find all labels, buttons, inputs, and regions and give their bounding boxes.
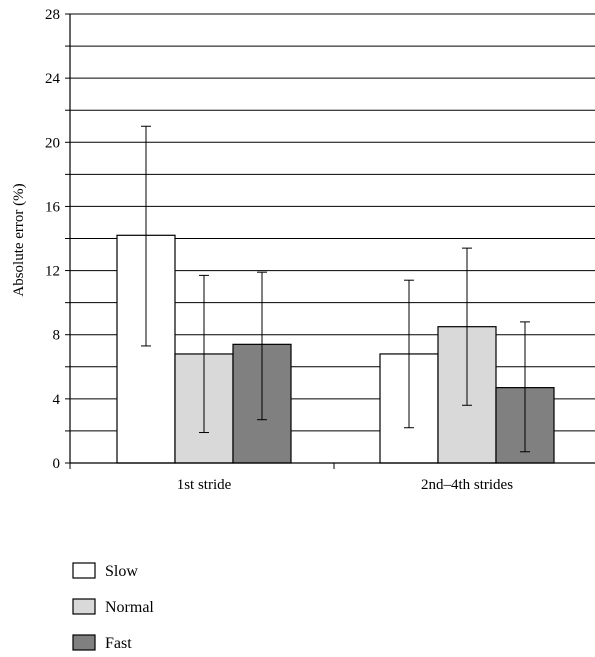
y-tick-label: 20: [45, 135, 60, 151]
y-tick-label: 0: [53, 456, 61, 472]
legend-swatch-fast: [72, 634, 96, 651]
legend-swatch-slow: [72, 562, 96, 579]
error-bars: [141, 125, 530, 453]
y-tick-label: 16: [45, 199, 61, 215]
y-tick-labels: 0 4 8 12 16 20 24 28: [45, 7, 61, 472]
y-tick-label: 4: [53, 392, 61, 408]
x-tick-labels: 1st stride 2nd–4th strides: [177, 477, 513, 493]
y-tick-label: 24: [45, 71, 61, 87]
y-tick-label: 28: [45, 7, 60, 23]
x-tick-label: 1st stride: [177, 477, 232, 493]
axes: [65, 13, 595, 469]
x-tick-label: 2nd–4th strides: [421, 477, 513, 493]
y-tick-label: 8: [53, 328, 61, 344]
legend-label-normal: Normal: [105, 599, 154, 616]
legend: Slow Normal Fast: [72, 562, 154, 652]
y-tick-label: 12: [45, 264, 60, 280]
bars: [116, 234, 555, 464]
legend-label-slow: Slow: [105, 563, 138, 580]
legend-swatch-normal: [72, 598, 96, 615]
legend-label-fast: Fast: [105, 635, 132, 652]
y-axis-label: Absolute error (%): [11, 183, 27, 296]
